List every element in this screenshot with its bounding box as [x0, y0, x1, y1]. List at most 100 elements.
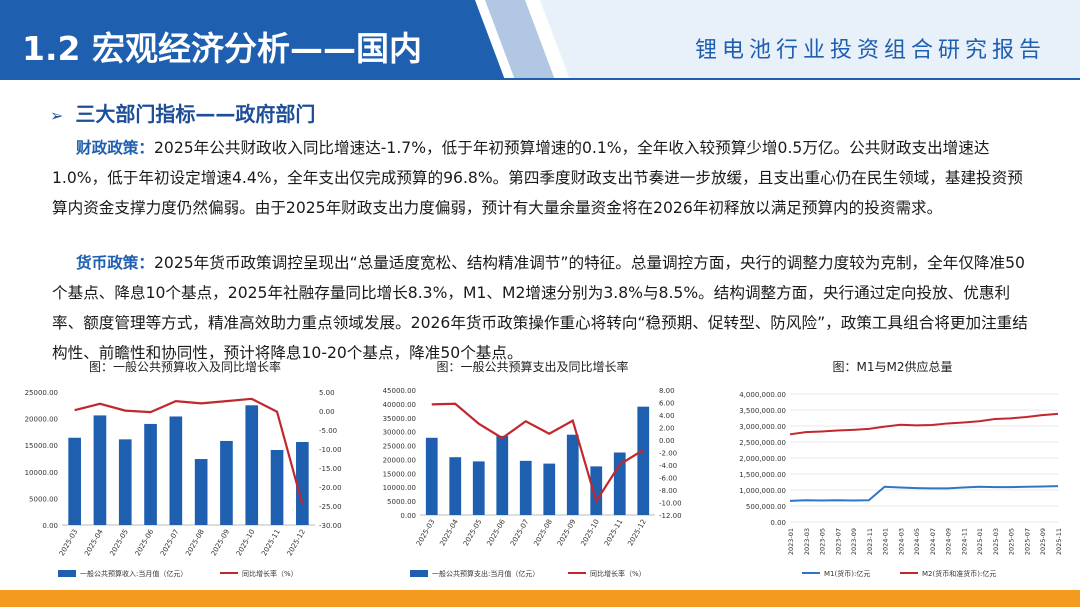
fiscal-paragraph: 财政政策：2025年公共财政收入同比增速达-1.7%，低于年初预算增速的0.1%…: [52, 133, 1032, 223]
y-tick-label-left: 15000.00: [25, 442, 58, 450]
y-tick-label-right: -8.00: [659, 487, 677, 495]
y-tick-label-right: -30.00: [319, 522, 342, 530]
chart-expenditure: 图：一般公共预算支出及同比增长率 0.00 5000.00 10000.00 1500…: [370, 358, 695, 588]
y-tick-label-right: -6.00: [659, 475, 677, 483]
bar: [519, 460, 532, 515]
section-title: 三大部门指标——政府部门: [75, 102, 316, 126]
header-background: [0, 0, 1080, 80]
x-tick-label: 2023-05: [819, 528, 827, 555]
x-tick-label: 2025-11: [603, 518, 625, 547]
x-tick-label: 2025-10: [579, 518, 601, 547]
series-line: [789, 412, 1059, 436]
x-tick-label: 2025-08: [184, 528, 206, 557]
legend-label: M1(货币):亿元: [824, 569, 870, 578]
x-tick-label: 2024-11: [960, 528, 968, 555]
series-line: [789, 485, 1059, 502]
x-tick-label: 2025-09: [1039, 528, 1047, 555]
x-tick-label: 2025-09: [556, 518, 578, 547]
x-tick-label: 2025-04: [438, 518, 460, 548]
x-tick-label: 2025-11: [1055, 528, 1063, 555]
y-tick-label-right: -10.00: [659, 500, 682, 508]
chart-title: 图：一般公共预算收入及同比增长率: [88, 360, 281, 374]
y-tick-label-right: 2.00: [659, 425, 675, 433]
header-banner: 1.2 宏观经济分析——国内 锂电池行业投资组合研究报告: [0, 0, 1080, 80]
bar: [169, 416, 183, 525]
chart-money-supply-plot: 0.00 500,000.00 1,000,000.00 1,500,000.00 2,…: [739, 391, 1063, 578]
bar: [613, 452, 626, 515]
legend-label: M2(货币和准货币):亿元: [922, 569, 996, 578]
chart-title: 图：一般公共预算支出及同比增长率: [436, 360, 629, 374]
x-tick-label: 2024-07: [929, 528, 937, 555]
x-tick-label: 2025-07: [159, 528, 181, 557]
y-tick-label: 0.00: [770, 519, 786, 527]
y-tick-label-right: 0.00: [659, 437, 675, 445]
x-tick-label: 2023-07: [834, 528, 842, 555]
y-tick-label-right: -20.00: [319, 484, 342, 492]
bar: [637, 406, 650, 515]
y-tick-label-right: -25.00: [319, 503, 342, 511]
x-tick-label: 2023-11: [866, 528, 874, 555]
x-tick-label: 2025-07: [509, 518, 531, 547]
x-tick-label: 2025-03: [992, 528, 1000, 555]
y-tick-label: 1,500,000.00: [739, 471, 786, 479]
section-heading: ➢ 三大部门指标——政府部门: [50, 98, 315, 127]
x-tick-label: 2024-03: [897, 528, 905, 555]
bar: [425, 437, 438, 515]
y-tick-label-left: 10000.00: [25, 469, 58, 477]
y-tick-label-right: -10.00: [319, 446, 342, 454]
y-tick-label-left: 45000.00: [383, 387, 416, 395]
y-tick-label-left: 0.00: [42, 522, 58, 530]
legend-swatch-bar: [58, 570, 76, 577]
bar: [472, 461, 485, 515]
legend-label: 同比增长率（%）: [590, 569, 646, 578]
y-tick-label: 4,000,000.00: [739, 391, 786, 399]
x-tick-label: 2024-05: [913, 528, 921, 555]
bar: [144, 423, 157, 525]
chart-money-supply: 图：M1与M2供应总量 0.00 500,000.00 1,000,000.00 1,…: [720, 358, 1065, 588]
page-title: 1.2 宏观经济分析——国内: [22, 29, 422, 68]
x-tick-label: 2023-09: [850, 528, 858, 555]
x-tick-label: 2025-07: [1023, 528, 1031, 555]
legend-label: 同比增长率（%）: [242, 569, 298, 578]
y-tick-label: 2,000,000.00: [739, 455, 786, 463]
monetary-text: 2025年货币政策调控呈现出“总量适度宽松、结构精准调节”的特征。总量调控方面，…: [52, 254, 1028, 362]
legend-label: 一般公共预算支出:当月值（亿元）: [432, 569, 539, 578]
y-tick-label-left: 35000.00: [383, 415, 416, 423]
footer-bar: [0, 590, 1080, 607]
series-line: [74, 397, 304, 505]
y-tick-label-left: 25000.00: [383, 443, 416, 451]
x-tick-label: 2025-11: [260, 528, 282, 557]
chart-expenditure-plot: 0.00 5000.00 10000.00 15000.00 20000.00 25000…: [383, 387, 682, 578]
x-tick-label: 2025-06: [485, 518, 507, 548]
y-tick-label-right: 5.00: [319, 389, 335, 397]
x-tick-label: 2025-05: [1008, 528, 1016, 555]
y-tick-label-left: 5000.00: [387, 498, 416, 506]
series-line: [431, 402, 644, 504]
bar: [496, 435, 509, 515]
x-tick-label: 2025-12: [286, 528, 308, 557]
bar: [93, 415, 107, 525]
chart-revenue-plot: 0.00 5000.00 10000.00 15000.00 20000.00 25000…: [25, 389, 342, 578]
x-tick-label: 2025-12: [626, 518, 648, 547]
y-tick-label-right: -4.00: [659, 462, 677, 470]
monetary-label: 货币政策：: [76, 254, 154, 272]
y-tick-label-left: 10000.00: [383, 484, 416, 492]
legend-label: 一般公共预算收入:当月值（亿元）: [80, 569, 187, 578]
x-tick-label: 2023-03: [803, 528, 811, 555]
y-tick-label-left: 30000.00: [383, 429, 416, 437]
x-tick-label: 2025-01: [976, 528, 984, 555]
x-tick-label: 2023-01: [787, 528, 795, 555]
x-tick-label: 2025-04: [83, 528, 105, 558]
bar: [566, 434, 579, 515]
bar: [296, 442, 309, 525]
y-tick-label: 3,500,000.00: [739, 407, 786, 415]
bar: [270, 449, 284, 525]
chart-revenue: 图：一般公共预算收入及同比增长率 0.00 5000.00 10000.00 1500…: [20, 358, 350, 588]
bar: [543, 463, 556, 515]
y-tick-label-left: 15000.00: [383, 470, 416, 478]
arrow-bullet-icon: ➢: [50, 106, 64, 125]
y-tick-label-right: -2.00: [659, 450, 677, 458]
x-tick-label: 2025-06: [134, 528, 156, 558]
y-tick-label: 2,500,000.00: [739, 439, 786, 447]
x-tick-label: 2025-05: [108, 528, 130, 557]
